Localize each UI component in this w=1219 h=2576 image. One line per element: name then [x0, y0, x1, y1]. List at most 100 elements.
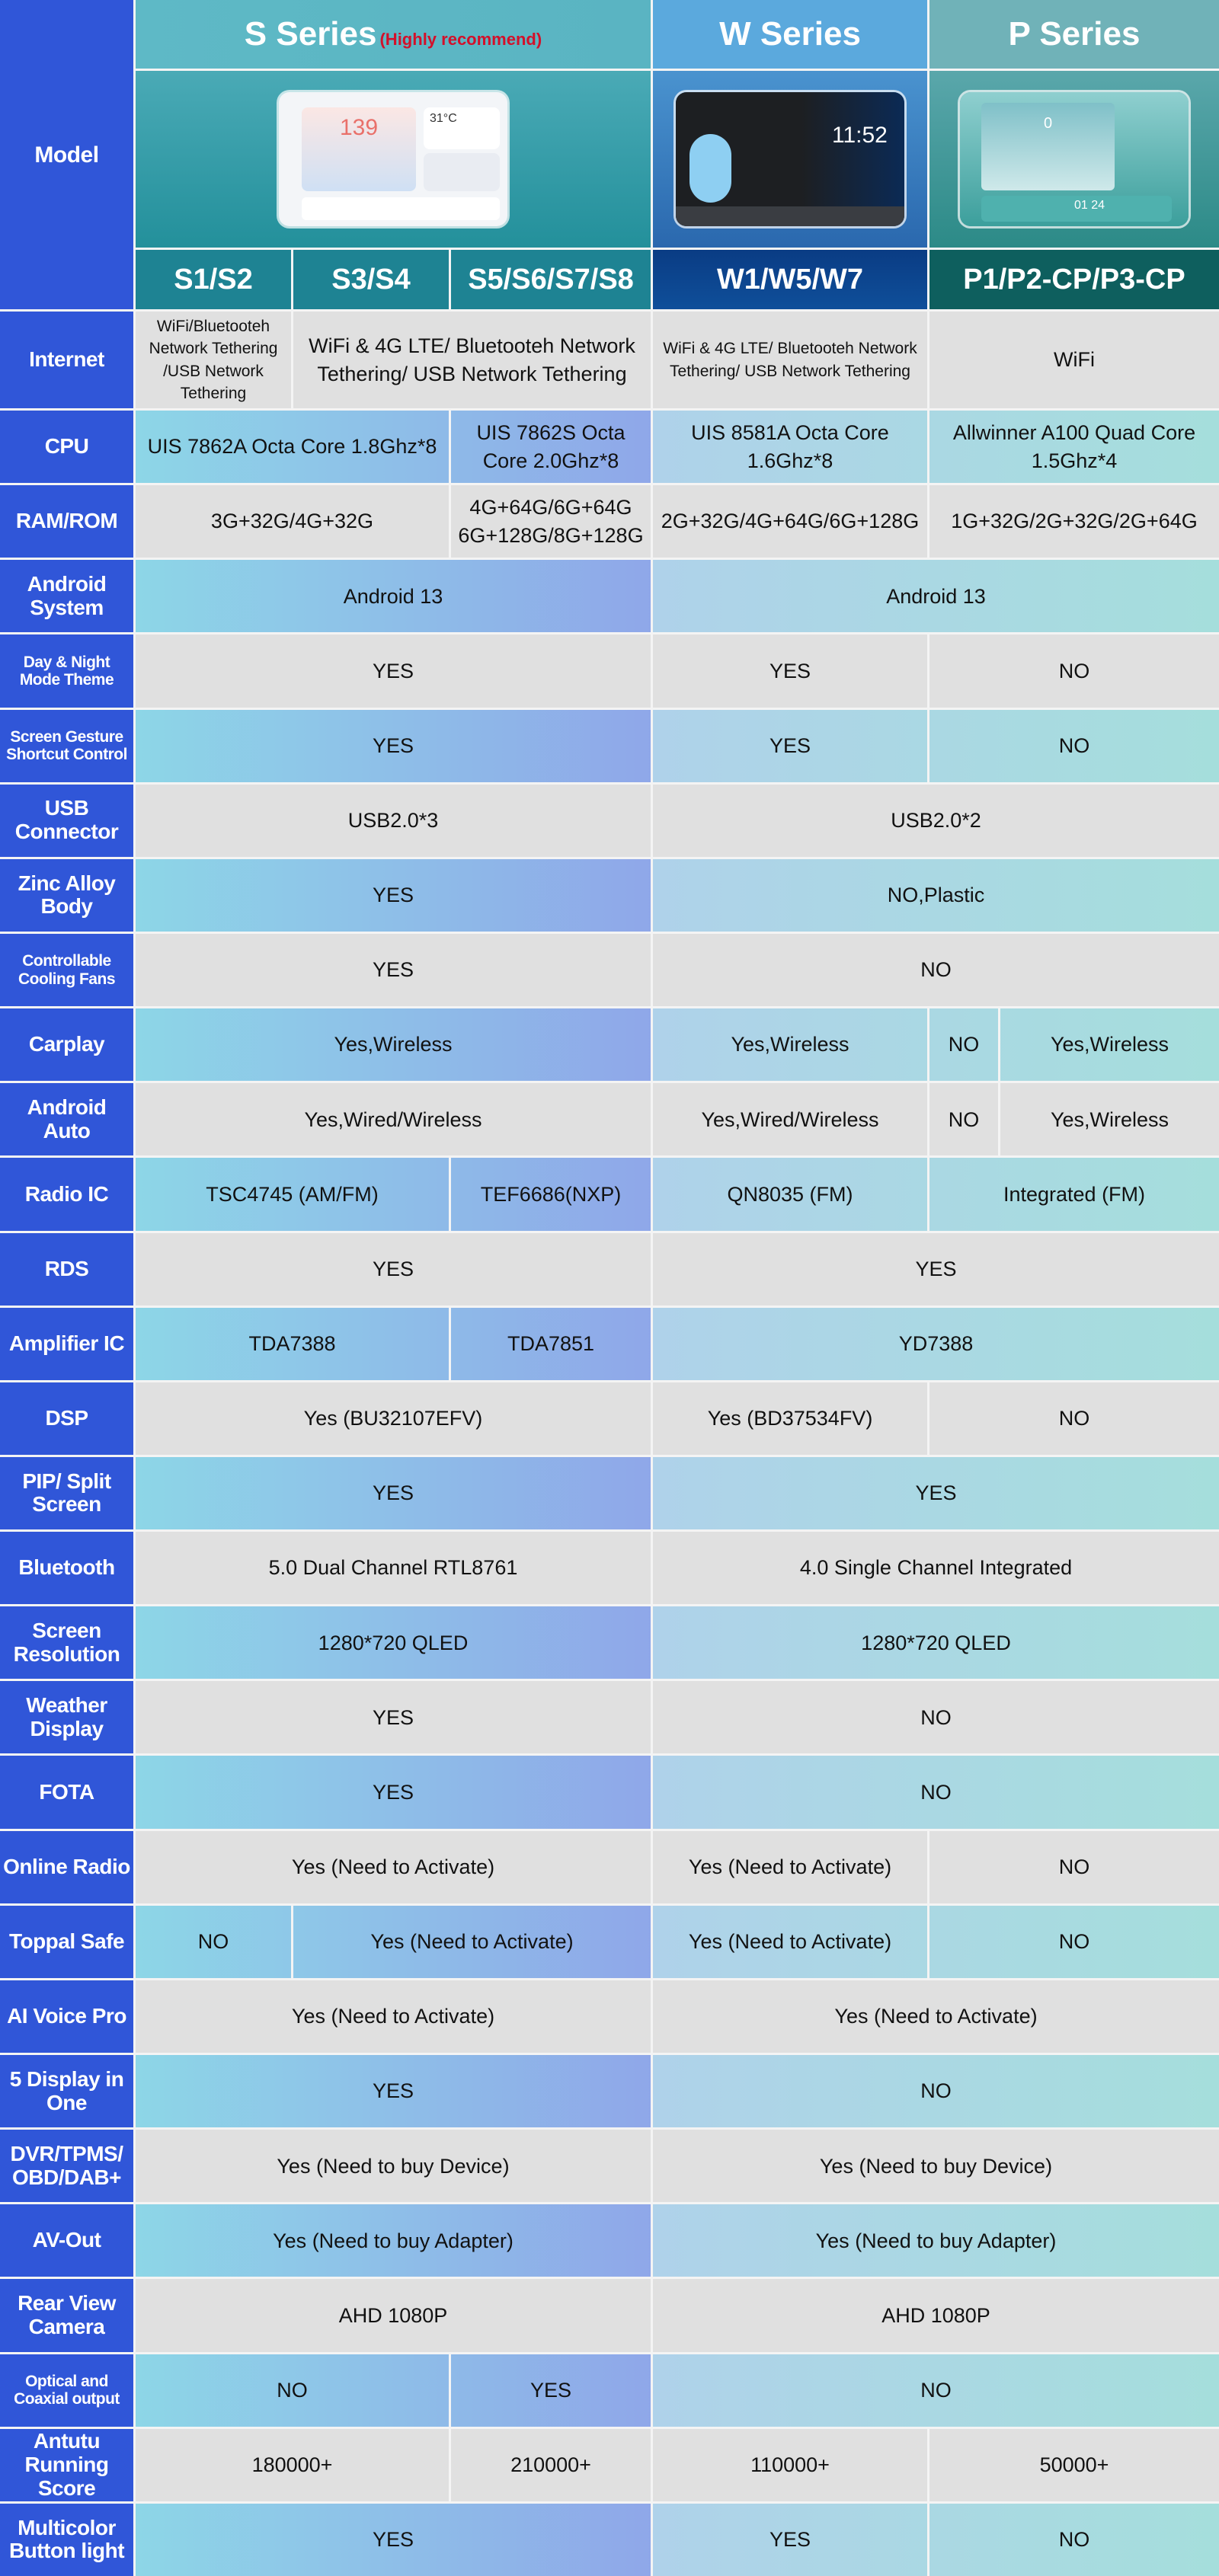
table-cell: Yes (Need to Activate): [653, 1905, 927, 1978]
table-cell: Yes,Wired/Wireless: [653, 1083, 927, 1156]
table-cell: 2G+32G/4G+64G/6G+128G: [653, 485, 927, 558]
table-cell: Yes (Need to Activate): [136, 1980, 651, 2053]
table-cell: Yes,Wireless: [1000, 1083, 1219, 1156]
table-cell: AHD 1080P: [653, 2279, 1219, 2352]
p-speed-readout: 0: [1044, 115, 1053, 132]
p-series-header: P Series: [929, 0, 1219, 69]
row-label: Day & Night Mode Theme: [0, 634, 133, 708]
table-cell: NO: [929, 709, 1219, 782]
table-cell: TDA7388: [136, 1307, 449, 1380]
row-label: Screen Gesture Shortcut Control: [0, 709, 133, 782]
table-cell: UIS 7862A Octa Core 1.8Ghz*8: [136, 411, 449, 484]
s-series-header: S Series (Highly recommend): [136, 0, 651, 69]
table-cell: 180000+: [136, 2428, 449, 2501]
row-label: Zinc Alloy Body: [0, 858, 133, 932]
table-cell: Allwinner A100 Quad Core 1.5Ghz*4: [929, 411, 1219, 484]
row-label: 5 Display in One: [0, 2055, 133, 2128]
table-cell: Yes (Need to buy Device): [653, 2130, 1219, 2203]
table-cell: NO: [929, 1905, 1219, 1978]
speed-readout: 139: [340, 115, 379, 140]
table-cell: AHD 1080P: [136, 2279, 651, 2352]
table-cell: 5.0 Dual Channel RTL8761: [136, 1532, 651, 1605]
row-label: Internet: [0, 312, 133, 408]
table-cell: YD7388: [653, 1307, 1219, 1380]
table-cell: YES: [136, 858, 651, 932]
table-cell: NO: [653, 2055, 1219, 2128]
table-cell: Yes,Wireless: [653, 1008, 927, 1082]
table-cell: Yes (Need to Activate): [653, 1980, 1219, 2053]
table-cell: Yes (BD37534FV): [653, 1382, 927, 1455]
table-cell: YES: [136, 2503, 651, 2576]
table-cell: QN8035 (FM): [653, 1158, 927, 1231]
row-label: RAM/ROM: [0, 485, 133, 558]
table-cell: NO: [136, 1905, 291, 1978]
table-cell: 4.0 Single Channel Integrated: [653, 1532, 1219, 1605]
table-cell: 110000+: [653, 2428, 927, 2501]
p-screen-mockup: 0 01 24: [960, 92, 1189, 226]
row-label: Rear View Camera: [0, 2279, 133, 2352]
row-label: DVR/TPMS/ OBD/DAB+: [0, 2130, 133, 2203]
s-series-image: 139 31°C: [136, 71, 651, 248]
table-cell: Yes (Need to buy Adapter): [653, 2204, 1219, 2277]
table-cell: 1G+32G/2G+32G/2G+64G: [929, 485, 1219, 558]
table-cell: NO: [929, 634, 1219, 708]
row-label: RDS: [0, 1232, 133, 1306]
w-screen-mockup: 11:52: [676, 92, 904, 226]
table-cell: Yes,Wired/Wireless: [136, 1083, 651, 1156]
table-cell: Yes (Need to Activate): [293, 1905, 651, 1978]
table-cell: YES: [451, 2354, 651, 2427]
row-label: Toppal Safe: [0, 1905, 133, 1978]
model-label: Model: [0, 0, 133, 309]
row-label: AV-Out: [0, 2204, 133, 2277]
table-cell: YES: [136, 2055, 651, 2128]
table-cell: NO,Plastic: [653, 858, 1219, 932]
row-label: PIP/ Split Screen: [0, 1456, 133, 1530]
table-cell: YES: [136, 933, 651, 1007]
p-date-readout: 01 24: [1074, 199, 1105, 212]
table-cell: YES: [653, 1232, 1219, 1306]
row-label: Multicolor Button light: [0, 2503, 133, 2576]
row-label: Weather Display: [0, 1681, 133, 1754]
table-cell: YES: [136, 1232, 651, 1306]
model-s5-s8: S5/S6/S7/S8: [451, 250, 651, 309]
w-series-image: 11:52: [653, 71, 927, 248]
table-cell: NO: [136, 2354, 449, 2427]
temperature-readout: 31°C: [430, 112, 457, 125]
model-s1-s2: S1/S2: [136, 250, 291, 309]
table-cell: NO: [653, 2354, 1219, 2427]
row-label: AI Voice Pro: [0, 1980, 133, 2053]
row-label: CPU: [0, 411, 133, 484]
row-label: Android Auto: [0, 1083, 133, 1156]
table-cell: YES: [653, 634, 927, 708]
recommend-note: (Highly recommend): [379, 30, 542, 49]
table-cell: NO: [653, 1681, 1219, 1754]
table-cell: NO: [653, 1756, 1219, 1829]
s-screen-mockup: 139 31°C: [279, 92, 507, 226]
table-cell: Yes (Need to Activate): [653, 1830, 927, 1903]
table-cell: WiFi & 4G LTE/ Bluetooteh Network Tether…: [653, 312, 927, 408]
row-label: USB Connector: [0, 784, 133, 857]
table-cell: Yes (Need to Activate): [136, 1830, 651, 1903]
table-cell: Yes (Need to buy Adapter): [136, 2204, 651, 2277]
table-cell: USB2.0*2: [653, 784, 1219, 857]
table-cell: TSC4745 (AM/FM): [136, 1158, 449, 1231]
table-cell: UIS 8581A Octa Core 1.6Ghz*8: [653, 411, 927, 484]
table-cell: TDA7851: [451, 1307, 651, 1380]
row-label: Android System: [0, 560, 133, 633]
table-cell: TEF6686(NXP): [451, 1158, 651, 1231]
model-p: P1/P2-CP/P3-CP: [929, 250, 1219, 309]
table-cell: 3G+32G/4G+32G: [136, 485, 449, 558]
row-label: DSP: [0, 1382, 133, 1455]
table-cell: Yes,Wireless: [1000, 1008, 1219, 1082]
row-label: Bluetooth: [0, 1532, 133, 1605]
clock-readout: 11:52: [832, 123, 888, 148]
model-w: W1/W5/W7: [653, 250, 927, 309]
table-cell: UIS 7862S Octa Core 2.0Ghz*8: [451, 411, 651, 484]
table-cell: YES: [653, 1456, 1219, 1530]
row-label: Online Radio: [0, 1830, 133, 1903]
row-label: Radio IC: [0, 1158, 133, 1231]
table-cell: YES: [136, 709, 651, 782]
table-cell: 210000+: [451, 2428, 651, 2501]
table-cell: NO: [929, 2503, 1219, 2576]
